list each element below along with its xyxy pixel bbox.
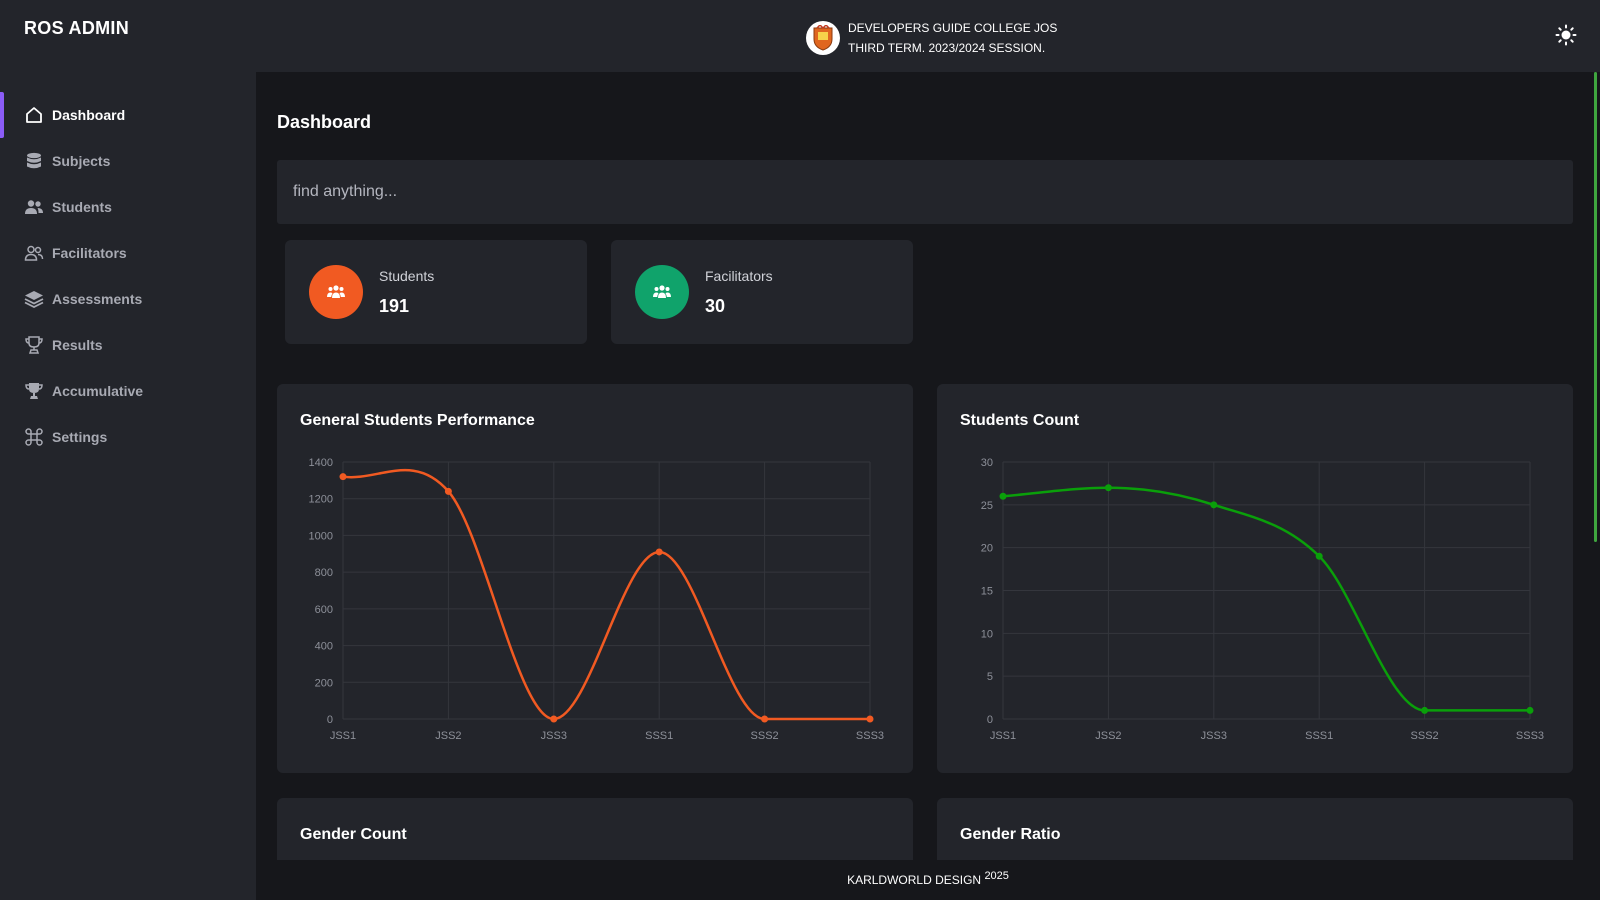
- x-tick-label: SSS1: [1305, 730, 1333, 742]
- x-tick-label: SSS3: [1516, 730, 1544, 742]
- x-tick-label: JSS2: [1095, 730, 1121, 742]
- sidebar-item-label: Subjects: [52, 153, 111, 169]
- sidebar-item-label: Facilitators: [52, 245, 127, 261]
- y-tick-label: 200: [315, 677, 333, 689]
- layers-icon: [24, 289, 44, 309]
- y-tick-label: 800: [315, 567, 333, 579]
- data-point: [1315, 552, 1323, 560]
- x-tick-label: SSS1: [645, 730, 673, 742]
- data-point: [761, 715, 769, 723]
- sidebar-item-label: Students: [52, 199, 112, 215]
- x-tick-label: JSS3: [1201, 730, 1227, 742]
- stat-label: Students: [379, 268, 435, 284]
- stat-value: 30: [705, 296, 726, 316]
- data-point: [339, 473, 347, 481]
- command-icon: [24, 427, 44, 447]
- school-name: DEVELOPERS GUIDE COLLEGE JOS: [848, 21, 1058, 35]
- sidebar-item-label: Dashboard: [52, 107, 126, 123]
- y-tick-label: 400: [315, 641, 333, 653]
- home-icon: [24, 105, 44, 125]
- top-header: ROS ADMIN DEVELOPERS GUIDE COLLEGE JOS T…: [0, 0, 1600, 72]
- search-input[interactable]: [277, 160, 1573, 224]
- data-point: [1526, 706, 1534, 714]
- data-point: [444, 487, 452, 495]
- students-count-chart-card: Students Count 0 5 10 15 20 25 30 JSS1 JSS2 JSS3 S…: [937, 384, 1573, 773]
- stat-value: 191: [379, 296, 410, 316]
- sidebar-item-label: Accumulative: [52, 383, 144, 399]
- x-tick-label: JSS3: [541, 730, 567, 742]
- data-point: [1104, 484, 1112, 492]
- x-tick-label: SSS3: [856, 730, 884, 742]
- series-line: [1002, 486, 1531, 712]
- data-point: [1210, 501, 1218, 509]
- data-point: [866, 715, 874, 723]
- facilitators-stat-card[interactable]: Facilitators 30: [611, 240, 913, 344]
- user-group-outline-icon: [24, 243, 44, 263]
- y-tick-label: 0: [987, 714, 993, 726]
- chart-title: Students Count: [960, 412, 1080, 429]
- page-title: Dashboard: [277, 112, 372, 132]
- trophy-icon: [24, 381, 44, 401]
- database-icon: [24, 151, 44, 171]
- stat-label: Facilitators: [705, 268, 773, 284]
- school-info: DEVELOPERS GUIDE COLLEGE JOS THIRD TERM.…: [806, 18, 1057, 58]
- sidebar-item-accumulative[interactable]: Accumulative: [0, 368, 256, 414]
- scrollbar[interactable]: [1594, 72, 1597, 542]
- y-tick-label: 30: [981, 457, 993, 469]
- students-stat-card[interactable]: Students 191: [285, 240, 587, 344]
- y-tick-label: 1000: [309, 530, 333, 542]
- sidebar-item-label: Assessments: [52, 291, 143, 307]
- performance-line-chart[interactable]: 0 200 400 600 800 1000 1200 1400 JSS1 JSS2 JSS3 SSS…: [277, 384, 913, 773]
- footer: KARLDWORLD DESIGN 2025: [256, 860, 1600, 900]
- data-point: [655, 548, 663, 556]
- session-label: THIRD TERM. 2023/2024 SESSION.: [848, 41, 1046, 55]
- sun-icon[interactable]: [1555, 24, 1577, 46]
- series-line: [342, 468, 870, 721]
- x-tick-label: JSS1: [990, 730, 1016, 742]
- y-tick-label: 0: [327, 714, 333, 726]
- footer-text: KARLDWORLD DESIGN: [847, 873, 982, 887]
- data-point: [999, 492, 1007, 500]
- y-tick-label: 5: [987, 671, 993, 683]
- performance-chart-card: General Students Performance 0 200 400 600 8…: [277, 384, 913, 773]
- sidebar-item-students[interactable]: Students: [0, 184, 256, 230]
- sidebar-item-results[interactable]: Results: [0, 322, 256, 368]
- users-icon: [635, 265, 689, 319]
- x-tick-label: JSS1: [330, 730, 356, 742]
- y-tick-label: 15: [981, 586, 993, 598]
- x-tick-label: JSS2: [435, 730, 461, 742]
- sidebar-item-label: Settings: [52, 429, 108, 445]
- sidebar-item-label: Results: [52, 337, 103, 353]
- app-brand[interactable]: ROS ADMIN: [24, 18, 130, 38]
- x-tick-label: SSS2: [1411, 730, 1439, 742]
- sidebar-item-dashboard[interactable]: Dashboard: [0, 92, 256, 138]
- y-tick-label: 10: [981, 628, 993, 640]
- data-point: [550, 715, 558, 723]
- users-icon: [309, 265, 363, 319]
- school-crest-icon: [806, 21, 840, 55]
- chart-title: Gender Count: [300, 826, 407, 843]
- sidebar-item-subjects[interactable]: Subjects: [0, 138, 256, 184]
- data-point: [1421, 706, 1429, 714]
- students-count-line-chart[interactable]: 0 5 10 15 20 25 30 JSS1 JSS2 JSS3 SSS1 SSS2 SSS3: [937, 384, 1573, 773]
- users-icon: [24, 197, 44, 217]
- y-tick-label: 1200: [309, 494, 333, 506]
- chart-title: General Students Performance: [300, 412, 535, 429]
- sidebar-item-facilitators[interactable]: Facilitators: [0, 230, 256, 276]
- y-tick-label: 25: [981, 500, 993, 512]
- sidebar: Dashboard Subjects Students Facilitators…: [0, 72, 256, 900]
- sidebar-item-settings[interactable]: Settings: [0, 414, 256, 460]
- sidebar-item-assessments[interactable]: Assessments: [0, 276, 256, 322]
- trophy-outline-icon: [24, 335, 44, 355]
- x-tick-label: SSS2: [751, 730, 779, 742]
- y-tick-label: 600: [315, 604, 333, 616]
- y-tick-label: 20: [981, 543, 993, 555]
- y-tick-label: 1400: [309, 457, 333, 469]
- chart-title: Gender Ratio: [960, 826, 1061, 843]
- footer-year: 2025: [984, 870, 1009, 882]
